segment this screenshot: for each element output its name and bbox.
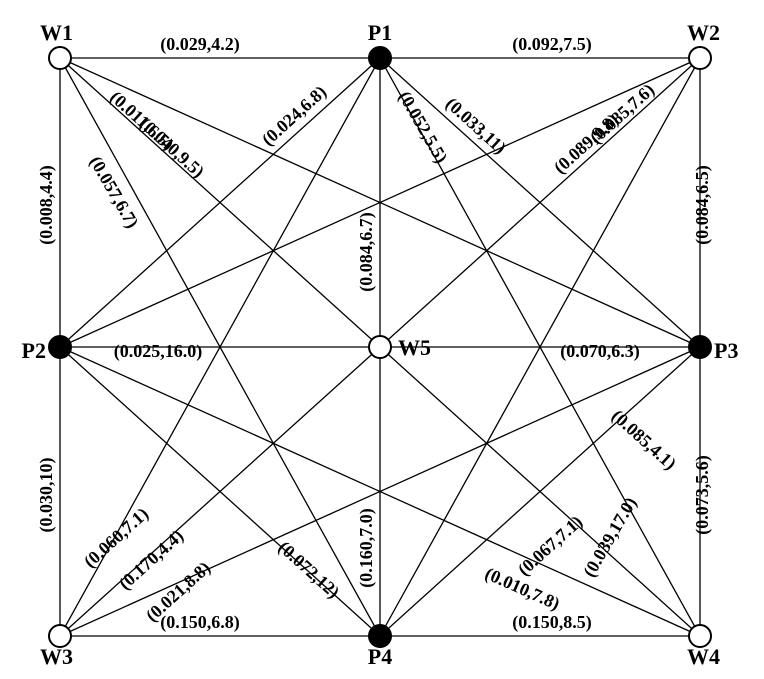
node-p1	[369, 47, 391, 69]
edge-label: (0.150,6.8)	[160, 612, 240, 633]
edge-label: (0.067,7.1)	[514, 512, 587, 581]
edge-label: (0.008,4.4)	[36, 165, 57, 245]
node-label: W5	[398, 335, 431, 360]
node-label: W1	[40, 20, 73, 45]
edge-label: (0.033,11)	[441, 93, 510, 158]
node-label: P3	[714, 338, 738, 363]
edge-label: (0.072,12)	[274, 537, 344, 603]
edge-label: (0.025,16.0)	[114, 341, 203, 362]
node-w1	[49, 47, 71, 69]
edge-label: (0.024,6.8)	[258, 82, 331, 151]
edge-label: (0.092,7.5)	[512, 34, 592, 55]
node-label: P4	[368, 644, 392, 669]
node-label: W4	[687, 644, 720, 669]
edge-label: (0.085,7.6)	[586, 80, 659, 149]
edge-label: (0.084,6.7)	[356, 212, 377, 292]
edge-label: (0.085,4.1)	[607, 406, 680, 475]
edge-label: (0.030,10)	[36, 458, 57, 533]
node-p2	[49, 336, 71, 358]
edge-label: (0.052,5.5)	[394, 88, 452, 167]
node-w5	[369, 336, 391, 358]
edge-label: (0.039,17.0)	[579, 494, 641, 581]
edge-label: (0.070,6.3)	[560, 341, 640, 362]
node-label: P2	[22, 338, 46, 363]
network-graph: (0.029,4.2) (0.092,7.5) (0.008,4.4) (0.084,…	[0, 0, 764, 679]
node-w2	[689, 47, 711, 69]
edge-label: (0.150,8.5)	[512, 612, 592, 633]
edge-label: (0.040,9.5)	[135, 114, 208, 183]
node-label: W2	[687, 20, 720, 45]
edge-label: (0.084,6.5)	[692, 165, 713, 245]
edge-label: (0.029,4.2)	[160, 34, 240, 55]
node-label: W3	[40, 644, 73, 669]
edge-label: (0.160,7.0)	[356, 508, 377, 588]
edge-label: (0.073,5.6)	[692, 455, 713, 535]
node-label: P1	[368, 20, 392, 45]
node-p3	[689, 336, 711, 358]
